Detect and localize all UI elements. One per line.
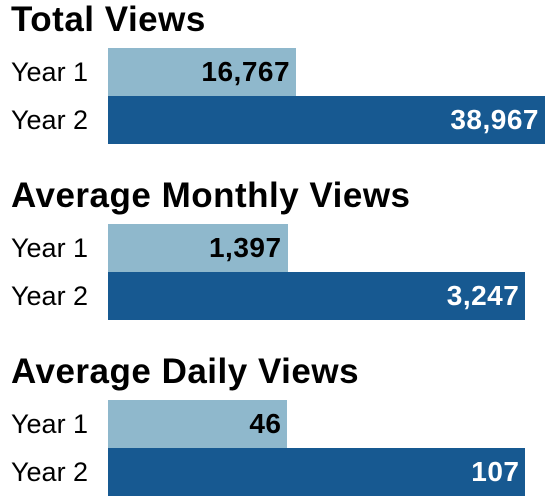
chart-title: Total Views [11, 0, 206, 39]
bar: 16,767 [108, 48, 297, 96]
category-label: Year 2 [11, 281, 89, 311]
category-label: Year 1 [11, 57, 89, 87]
bar-value-label: 1,397 [208, 232, 282, 263]
bar-row: Year 2 3,247 [0, 272, 560, 320]
category-label: Year 2 [11, 105, 89, 135]
bar-row: Year 1 16,767 [0, 48, 560, 96]
bar: 107 [108, 448, 526, 496]
bar: 38,967 [108, 96, 545, 144]
bar-value-label: 38,967 [450, 104, 539, 135]
bar: 3,247 [108, 272, 526, 320]
bar-row: Year 1 1,397 [0, 224, 560, 272]
bar: 46 [108, 400, 288, 448]
bar: 1,397 [108, 224, 288, 272]
bar-chart: Average Monthly Views Year 1 1,397 Year 2 3,… [0, 176, 560, 320]
chart-title: Average Monthly Views [11, 176, 411, 215]
category-label: Year 1 [11, 409, 89, 439]
bar-row: Year 2 38,967 [0, 96, 560, 144]
chart-title: Average Daily Views [11, 352, 360, 391]
bar-row: Year 2 107 [0, 448, 560, 496]
bar-value-label: 16,767 [201, 56, 291, 87]
bar-row: Year 1 46 [0, 400, 560, 448]
category-label: Year 2 [11, 457, 89, 487]
bar-value-label: 46 [249, 408, 282, 439]
bar-chart: Average Daily Views Year 1 46 Year 2 107 [0, 352, 560, 496]
bar-value-label: 3,247 [446, 280, 520, 311]
category-label: Year 1 [11, 233, 89, 263]
bar-value-label: 107 [471, 456, 520, 487]
bar-chart: Total Views Year 1 16,767 Year 2 38,967 [0, 0, 560, 144]
